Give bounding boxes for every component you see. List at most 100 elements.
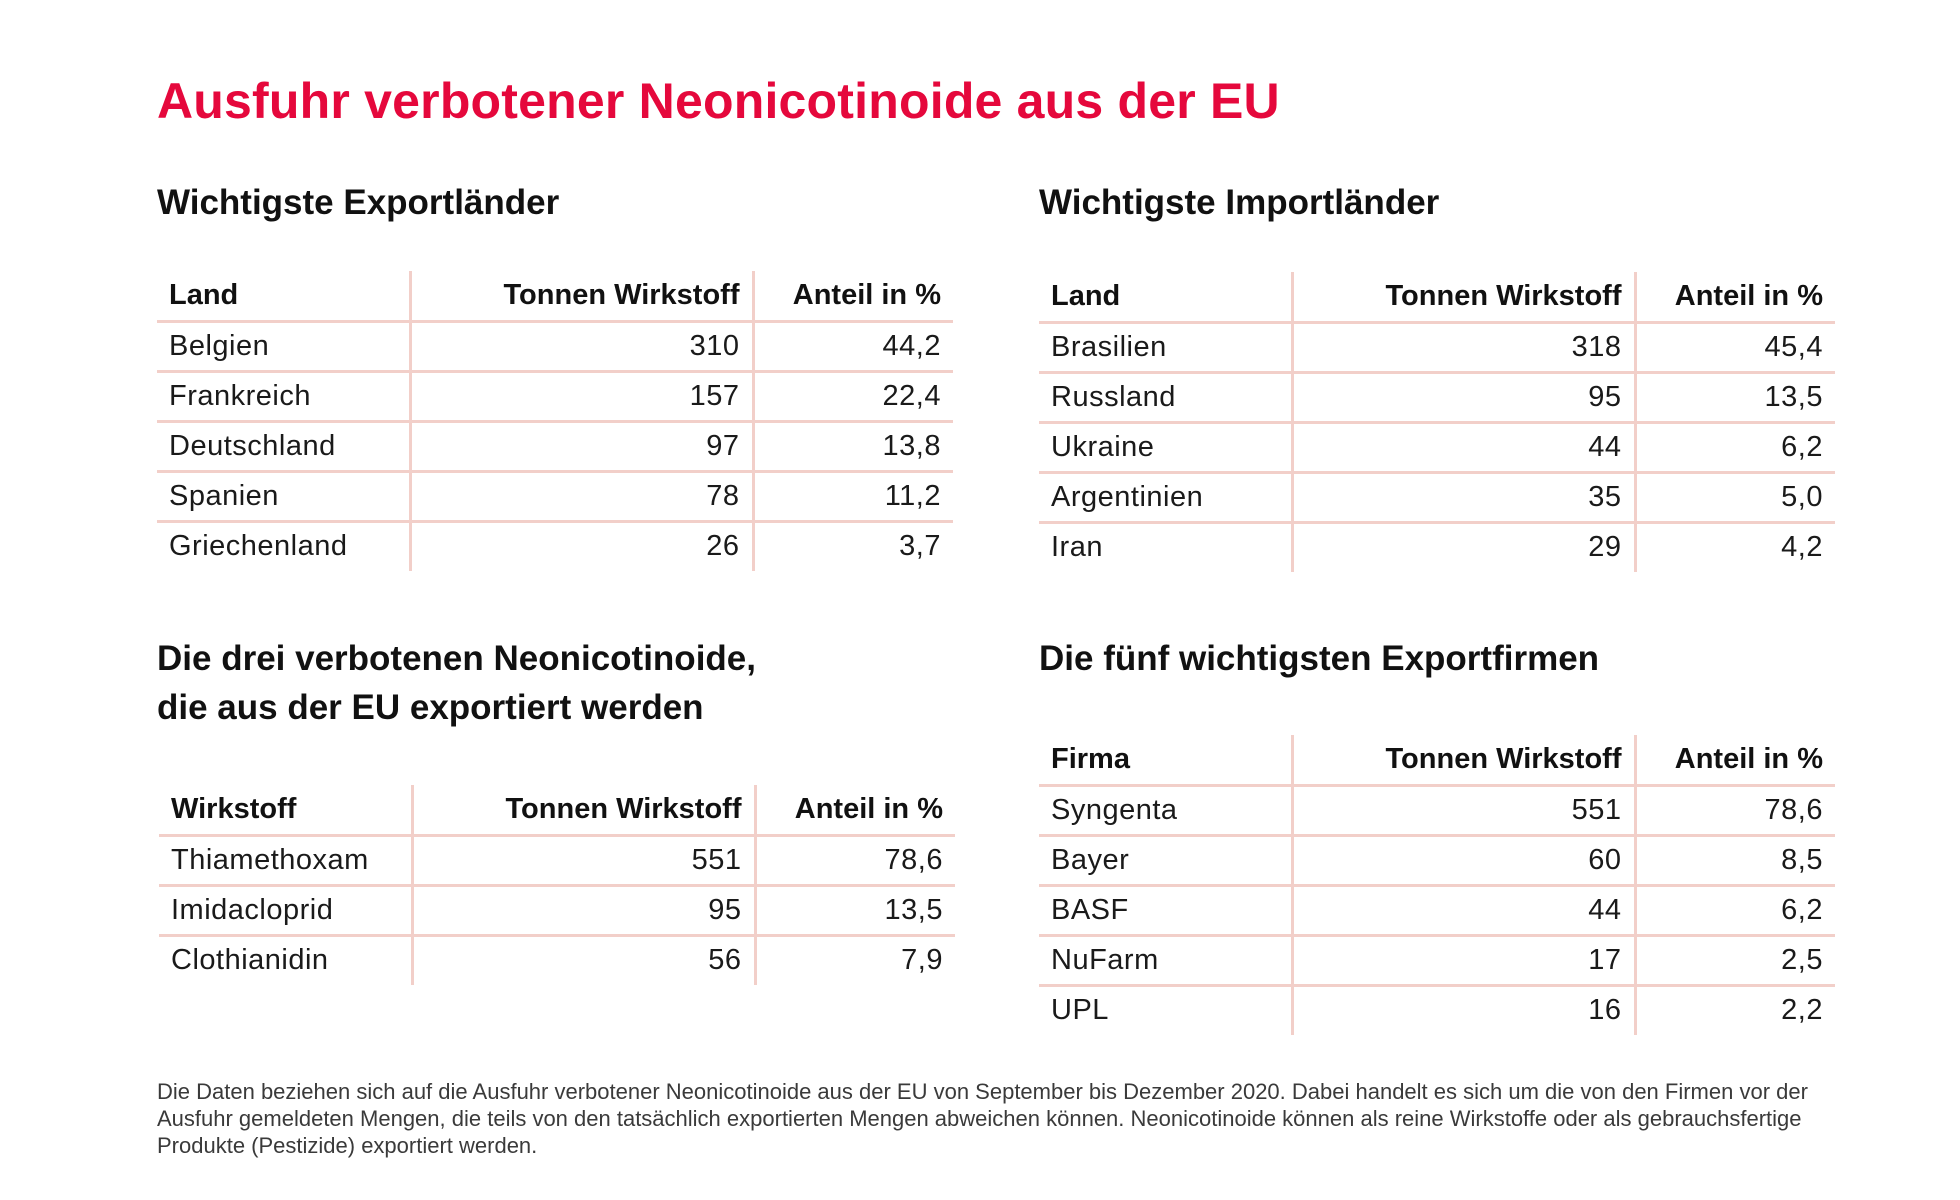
cell-share: 5,0 xyxy=(1635,472,1835,524)
cell-share: 6,2 xyxy=(1635,422,1835,474)
cell-company: NuFarm xyxy=(1039,935,1294,987)
table-row: Imidacloprid 95 13,5 xyxy=(159,885,955,937)
companies-table: Firma Tonnen Wirkstoff Anteil in % Synge… xyxy=(1039,735,1835,1035)
table-header-row: Land Tonnen Wirkstoff Anteil in % xyxy=(157,271,953,323)
cell-tonnes: 16 xyxy=(1292,985,1637,1035)
table-row: Thiamethoxam 551 78,6 xyxy=(159,835,955,887)
cell-company: Bayer xyxy=(1039,835,1294,887)
cell-tonnes: 26 xyxy=(410,521,755,571)
cell-country: Iran xyxy=(1039,522,1294,572)
cell-tonnes: 29 xyxy=(1292,522,1637,572)
cell-tonnes: 551 xyxy=(412,835,757,887)
column-header-anteil: Anteil in % xyxy=(753,271,953,323)
cell-share: 4,2 xyxy=(1781,531,1823,564)
cell-country: Belgien xyxy=(157,321,412,373)
table-row: NuFarm 17 2,5 xyxy=(1039,935,1835,987)
cell-share: 8,5 xyxy=(1635,835,1835,887)
cell-country: Russland xyxy=(1039,372,1294,424)
footnote: Die Daten beziehen sich auf die Ausfuhr … xyxy=(157,1079,1808,1158)
column-header-land: Land xyxy=(157,271,412,323)
table-row: Belgien 310 44,2 xyxy=(157,321,953,373)
column-header-land: Land xyxy=(1039,272,1294,324)
column-header-anteil: Anteil in % xyxy=(1635,272,1835,324)
column-header-anteil: Anteil in % xyxy=(755,785,955,837)
table-row: Russland 95 13,5 xyxy=(1039,372,1835,424)
cell-tonnes: 95 xyxy=(1292,372,1637,424)
table-row: Argentinien 35 5,0 xyxy=(1039,472,1835,524)
export-countries-table: Land Tonnen Wirkstoff Anteil in % Belgie… xyxy=(157,271,953,571)
cell-substance: Thiamethoxam xyxy=(159,835,414,887)
companies-section: Die fünf wichtigsten Exportfirmen Firma … xyxy=(1039,634,1835,1035)
table-row: Clothianidin 56 7,9 xyxy=(159,935,955,985)
column-header-tonnen: Tonnen Wirkstoff xyxy=(1292,735,1637,787)
cell-share: 7,9 xyxy=(901,944,943,977)
cell-share: 22,4 xyxy=(753,371,953,423)
table-row: Griechenland 26 3,7 xyxy=(157,521,953,571)
cell-share: 13,8 xyxy=(753,421,953,473)
cell-share: 44,2 xyxy=(753,321,953,373)
table-header-row: Firma Tonnen Wirkstoff Anteil in % xyxy=(1039,735,1835,787)
cell-tonnes: 17 xyxy=(1292,935,1637,987)
cell-share: 13,5 xyxy=(755,885,955,937)
cell-company: UPL xyxy=(1039,985,1294,1035)
table-row: Bayer 60 8,5 xyxy=(1039,835,1835,887)
cell-country: Deutschland xyxy=(157,421,412,473)
column-header-anteil: Anteil in % xyxy=(1635,735,1835,787)
table-row: Syngenta 551 78,6 xyxy=(1039,785,1835,837)
cell-tonnes: 44 xyxy=(1292,885,1637,937)
column-header-tonnen: Tonnen Wirkstoff xyxy=(410,271,755,323)
import-countries-table: Land Tonnen Wirkstoff Anteil in % Brasil… xyxy=(1039,272,1835,572)
substances-title-line-2: die aus der EU exportiert werden xyxy=(157,688,704,727)
column-header-tonnen: Tonnen Wirkstoff xyxy=(412,785,757,837)
cell-country: Griechenland xyxy=(157,521,412,571)
cell-share: 78,6 xyxy=(1635,785,1835,837)
cell-share: 11,2 xyxy=(753,471,953,523)
table-row: Ukraine 44 6,2 xyxy=(1039,422,1835,474)
cell-share: 2,5 xyxy=(1635,935,1835,987)
cell-substance: Clothianidin xyxy=(159,935,414,985)
cell-country: Ukraine xyxy=(1039,422,1294,474)
cell-tonnes: 60 xyxy=(1292,835,1637,887)
table-row: Frankreich 157 22,4 xyxy=(157,371,953,423)
import-countries-title: Wichtigste Importländer xyxy=(1039,183,1440,222)
cell-country: Brasilien xyxy=(1039,322,1294,374)
cell-share: 78,6 xyxy=(755,835,955,887)
cell-tonnes: 78 xyxy=(410,471,755,523)
substances-table: Wirkstoff Tonnen Wirkstoff Anteil in % T… xyxy=(159,785,955,985)
column-header-wirkstoff: Wirkstoff xyxy=(159,785,414,837)
table-row: Deutschland 97 13,8 xyxy=(157,421,953,473)
substances-title: Die drei verbotenen Neonicotinoide, die … xyxy=(157,634,953,732)
cell-tonnes: 35 xyxy=(1292,472,1637,524)
table-row: UPL 16 2,2 xyxy=(1039,985,1835,1035)
cell-tonnes: 97 xyxy=(410,421,755,473)
table-row: Iran 29 4,2 xyxy=(1039,522,1835,572)
cell-share: 2,2 xyxy=(1781,994,1823,1027)
table-header-row: Land Tonnen Wirkstoff Anteil in % xyxy=(1039,272,1835,324)
cell-substance: Imidacloprid xyxy=(159,885,414,937)
export-countries-title: Wichtigste Exportländer xyxy=(157,183,560,222)
cell-company: BASF xyxy=(1039,885,1294,937)
table-row: BASF 44 6,2 xyxy=(1039,885,1835,937)
substances-title-line-1: Die drei verbotenen Neonicotinoide, xyxy=(157,639,756,678)
column-header-tonnen: Tonnen Wirkstoff xyxy=(1292,272,1637,324)
cell-country: Frankreich xyxy=(157,371,412,423)
cell-share: 13,5 xyxy=(1635,372,1835,424)
table-row: Spanien 78 11,2 xyxy=(157,471,953,523)
cell-tonnes: 44 xyxy=(1292,422,1637,474)
table-row: Brasilien 318 45,4 xyxy=(1039,322,1835,374)
cell-tonnes: 551 xyxy=(1292,785,1637,837)
export-countries-section: Wichtigste Exportländer Land Tonnen Wirk… xyxy=(157,178,953,571)
cell-share: 6,2 xyxy=(1635,885,1835,937)
table-header-row: Wirkstoff Tonnen Wirkstoff Anteil in % xyxy=(159,785,955,837)
cell-country: Spanien xyxy=(157,471,412,523)
cell-tonnes: 318 xyxy=(1292,322,1637,374)
substances-section: Die drei verbotenen Neonicotinoide, die … xyxy=(157,634,955,985)
cell-share: 3,7 xyxy=(899,530,941,563)
cell-tonnes: 310 xyxy=(410,321,755,373)
cell-share: 45,4 xyxy=(1635,322,1835,374)
cell-tonnes: 56 xyxy=(412,935,757,985)
companies-title: Die fünf wichtigsten Exportfirmen xyxy=(1039,639,1600,678)
column-header-firma: Firma xyxy=(1039,735,1294,787)
import-countries-section: Wichtigste Importländer Land Tonnen Wirk… xyxy=(1039,178,1835,572)
cell-company: Syngenta xyxy=(1039,785,1294,837)
